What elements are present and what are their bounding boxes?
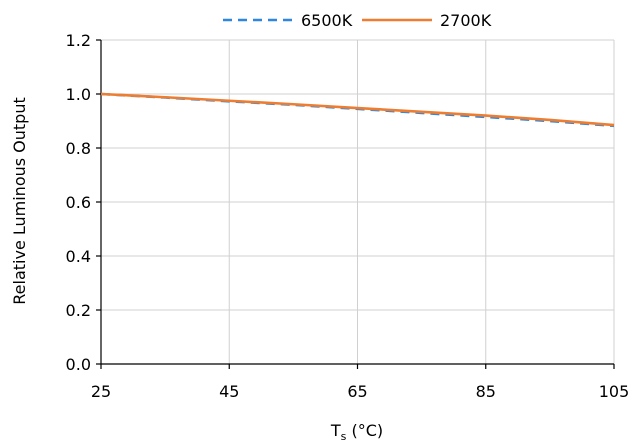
tick-labels: 0.0 0.2 0.4 0.6 0.8 1.0 1.2 25 45 65 85 105 (66, 31, 630, 401)
x-tick-label: 105 (599, 382, 630, 401)
grid (101, 39, 615, 364)
x-axis-title-main: T (330, 421, 341, 440)
y-axis-title: Relative Luminous Output (10, 97, 29, 304)
x-axis-title-unit: (°C) (346, 421, 383, 440)
axes (96, 39, 615, 369)
y-tick-label: 1.2 (66, 31, 91, 50)
series-line-2700k (100, 92, 615, 127)
x-axis-title: Ts (°C) (330, 421, 383, 443)
y-tick-label: 0.4 (66, 247, 91, 266)
legend: 6500K 2700K (223, 11, 492, 30)
series-lines (100, 92, 615, 128)
legend-label-2700k: 2700K (440, 11, 492, 30)
y-tick-label: 0.0 (66, 355, 91, 374)
y-tick-label: 1.0 (66, 85, 91, 104)
y-tick-label: 0.2 (66, 301, 91, 320)
legend-label-6500k: 6500K (301, 11, 353, 30)
y-tick-label: 0.6 (66, 193, 91, 212)
x-tick-label: 85 (476, 382, 496, 401)
x-axis-title-subscript: s (341, 430, 347, 443)
y-tick-label: 0.8 (66, 139, 91, 158)
x-tick-label: 65 (347, 382, 367, 401)
x-tick-label: 25 (91, 382, 111, 401)
x-tick-label: 45 (219, 382, 239, 401)
